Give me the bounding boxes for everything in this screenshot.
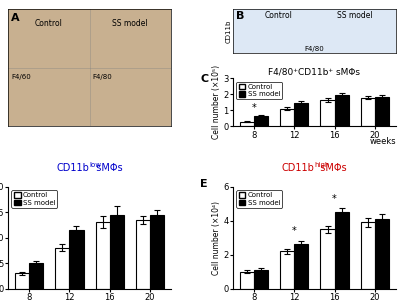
Bar (320, 229, 334, 289)
Text: C: C (200, 74, 208, 84)
Bar (294, 103, 308, 126)
Bar (150, 215, 164, 289)
Text: F4/80: F4/80 (305, 46, 324, 52)
Y-axis label: Cell number (×10⁵): Cell number (×10⁵) (212, 65, 221, 139)
Text: A: A (11, 13, 20, 23)
Bar (334, 95, 348, 126)
Bar (254, 116, 268, 126)
Bar (240, 272, 254, 289)
Text: Control: Control (35, 19, 63, 28)
Text: weeks: weeks (369, 137, 396, 146)
Text: E: E (200, 178, 208, 188)
Text: B: B (236, 10, 245, 21)
Text: high: high (314, 162, 330, 168)
Text: low: low (90, 162, 102, 168)
Text: sMΦs: sMΦs (90, 163, 122, 173)
Legend: Control, SS model: Control, SS model (236, 190, 282, 208)
Bar (254, 270, 268, 289)
Bar (70, 230, 84, 289)
Title: F4/80⁺CD11b⁺ sMΦs: F4/80⁺CD11b⁺ sMΦs (268, 67, 360, 76)
Bar (30, 263, 44, 289)
Text: Control: Control (265, 11, 292, 20)
Text: F4/80: F4/80 (93, 74, 112, 80)
Bar (56, 248, 70, 289)
Text: *: * (332, 194, 337, 204)
Bar (320, 100, 334, 126)
Text: *: * (252, 103, 257, 113)
Bar (374, 97, 388, 126)
Text: SS model: SS model (338, 11, 373, 20)
Legend: Control, SS model: Control, SS model (236, 82, 282, 99)
Bar (240, 122, 254, 126)
Bar (360, 98, 374, 126)
Bar (360, 222, 374, 289)
Bar (294, 243, 308, 289)
Legend: Control, SS model: Control, SS model (12, 190, 57, 208)
Text: sMΦs: sMΦs (314, 163, 347, 173)
Bar (280, 251, 294, 289)
Bar (110, 215, 124, 289)
Bar (374, 219, 388, 289)
Text: CD11b: CD11b (57, 163, 90, 173)
Bar (96, 222, 110, 289)
Bar (16, 273, 30, 289)
Text: F4/60: F4/60 (11, 74, 31, 80)
Bar (280, 109, 294, 126)
Y-axis label: Cell number (×10⁴): Cell number (×10⁴) (212, 200, 221, 275)
Text: SS model: SS model (112, 19, 148, 28)
Bar (136, 220, 150, 289)
Bar (334, 212, 348, 289)
Text: CD11b: CD11b (282, 163, 314, 173)
Text: CD11b: CD11b (225, 19, 231, 43)
Text: *: * (292, 227, 297, 236)
